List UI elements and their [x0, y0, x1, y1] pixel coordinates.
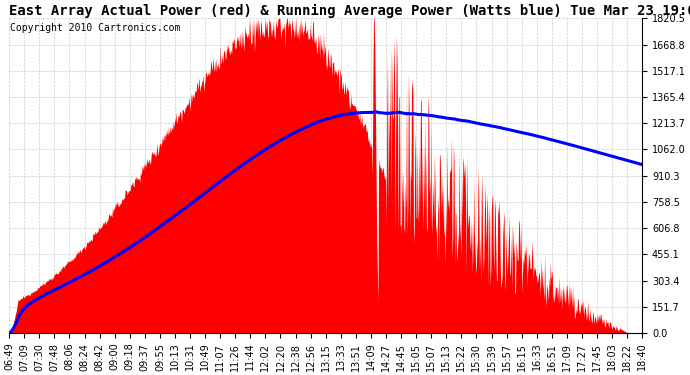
Text: Copyright 2010 Cartronics.com: Copyright 2010 Cartronics.com [10, 23, 180, 33]
Text: East Array Actual Power (red) & Running Average Power (Watts blue) Tue Mar 23 19: East Array Actual Power (red) & Running … [9, 4, 690, 18]
